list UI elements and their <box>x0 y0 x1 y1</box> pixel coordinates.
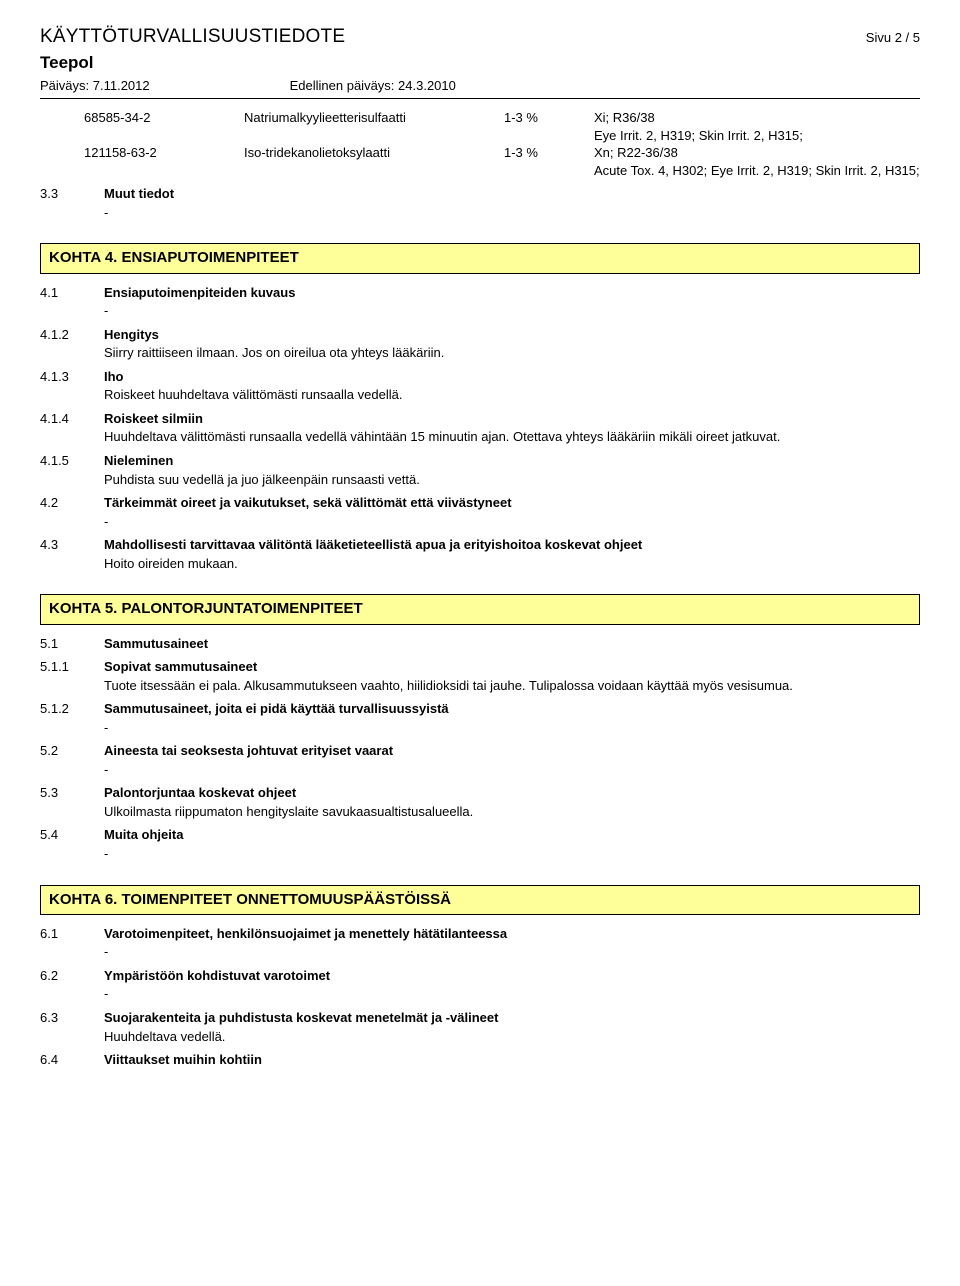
entry-label: Sammutusaineet <box>104 635 920 653</box>
ingredient-classification: Xi; R36/38 Eye Irrit. 2, H319; Skin Irri… <box>594 109 920 144</box>
section-header-5: KOHTA 5. PALONTORJUNTATOIMENPITEET <box>40 594 920 624</box>
entry-label: Palontorjuntaa koskevat ohjeet <box>104 784 920 802</box>
entry-label: Sopivat sammutusaineet <box>104 658 920 676</box>
ingredient-name: Natriumalkyylieetterisulfaatti <box>244 109 504 144</box>
entry-number: 5.3 <box>40 784 104 820</box>
date-previous: Edellinen päiväys: 24.3.2010 <box>290 77 456 95</box>
entry-number: 3.3 <box>40 185 104 221</box>
ingredient-cls-line: Eye Irrit. 2, H319; Skin Irrit. 2, H315; <box>594 127 920 145</box>
entry-number: 5.4 <box>40 826 104 862</box>
entry-number: 6.1 <box>40 925 104 961</box>
entry-text: Puhdista suu vedellä ja juo jälkeenpäin … <box>104 471 920 489</box>
entry-text: - <box>104 302 920 320</box>
entry-number: 4.1.2 <box>40 326 104 362</box>
ingredient-name: Iso-tridekanolietoksylaatti <box>244 144 504 179</box>
ingredient-cls-line: Xn; R22-36/38 <box>594 144 920 162</box>
entry-label: Ympäristöön kohdistuvat varotoimet <box>104 967 920 985</box>
entry-number: 5.1 <box>40 635 104 653</box>
entry-number: 4.1.3 <box>40 368 104 404</box>
ingredient-pct: 1-3 % <box>504 109 594 144</box>
entry-text: - <box>104 761 920 779</box>
entry-label: Mahdollisesti tarvittavaa välitöntä lääk… <box>104 536 920 554</box>
date-current: Päiväys: 7.11.2012 <box>40 77 150 95</box>
ingredient-classification: Xn; R22-36/38 Acute Tox. 4, H302; Eye Ir… <box>594 144 920 179</box>
product-name: Teepol <box>40 52 920 75</box>
entry-label: Suojarakenteita ja puhdistusta koskevat … <box>104 1009 920 1027</box>
entry-text: Huuhdeltava vedellä. <box>104 1028 920 1046</box>
entry-number: 5.2 <box>40 742 104 778</box>
entry-text: Siirry raittiiseen ilmaan. Jos on oireil… <box>104 344 920 362</box>
entry-number: 4.3 <box>40 536 104 572</box>
entry-text: Roiskeet huuhdeltava välittömästi runsaa… <box>104 386 920 404</box>
entry-label: Varotoimenpiteet, henkilönsuojaimet ja m… <box>104 925 920 943</box>
page-number: Sivu 2 / 5 <box>866 29 920 47</box>
entry-label: Aineesta tai seoksesta johtuvat erityise… <box>104 742 920 760</box>
ingredient-row: 68585-34-2 Natriumalkyylieetterisulfaatt… <box>84 109 920 144</box>
entry-text: - <box>104 845 920 863</box>
entry-number: 6.2 <box>40 967 104 1003</box>
ingredient-table: 68585-34-2 Natriumalkyylieetterisulfaatt… <box>84 109 920 179</box>
entry-text: - <box>104 719 920 737</box>
entry-text: Ulkoilmasta riippumaton hengityslaite sa… <box>104 803 920 821</box>
ingredient-pct: 1-3 % <box>504 144 594 179</box>
header-divider <box>40 98 920 99</box>
entry-text: - <box>104 985 920 1003</box>
ingredient-cas: 68585-34-2 <box>84 109 244 144</box>
entry-label: Viittaukset muihin kohtiin <box>104 1051 920 1069</box>
ingredient-cas: 121158-63-2 <box>84 144 244 179</box>
doc-title: KÄYTTÖTURVALLISUUSTIEDOTE <box>40 24 345 50</box>
section-header-4: KOHTA 4. ENSIAPUTOIMENPITEET <box>40 243 920 273</box>
entry-number: 5.1.1 <box>40 658 104 694</box>
entry-number: 4.1.5 <box>40 452 104 488</box>
entry-number: 5.1.2 <box>40 700 104 736</box>
entry-label: Sammutusaineet, joita ei pidä käyttää tu… <box>104 700 920 718</box>
entry-label: Ensiaputoimenpiteiden kuvaus <box>104 284 920 302</box>
ingredient-cls-line: Acute Tox. 4, H302; Eye Irrit. 2, H319; … <box>594 162 920 180</box>
entry-number: 6.4 <box>40 1051 104 1069</box>
entry-text: Tuote itsessään ei pala. Alkusammutuksee… <box>104 677 920 695</box>
entry-label: Hengitys <box>104 326 920 344</box>
entry-number: 4.2 <box>40 494 104 530</box>
entry-label: Tärkeimmät oireet ja vaikutukset, sekä v… <box>104 494 920 512</box>
entry-number: 6.3 <box>40 1009 104 1045</box>
entry-label: Muita ohjeita <box>104 826 920 844</box>
entry-text: - <box>104 943 920 961</box>
entry-label: Muut tiedot <box>104 185 920 203</box>
entry-text: Hoito oireiden mukaan. <box>104 555 920 573</box>
entry-text: - <box>104 513 920 531</box>
entry-text: Huuhdeltava välittömästi runsaalla vedel… <box>104 428 920 446</box>
section-header-6: KOHTA 6. TOIMENPITEET ONNETTOMUUSPÄÄSTÖI… <box>40 885 920 915</box>
entry-label: Nieleminen <box>104 452 920 470</box>
entry-label: Roiskeet silmiin <box>104 410 920 428</box>
entry-label: Iho <box>104 368 920 386</box>
ingredient-cls-line: Xi; R36/38 <box>594 109 920 127</box>
entry-text: - <box>104 204 920 222</box>
entry-number: 4.1.4 <box>40 410 104 446</box>
entry-number: 4.1 <box>40 284 104 320</box>
ingredient-row: 121158-63-2 Iso-tridekanolietoksylaatti … <box>84 144 920 179</box>
